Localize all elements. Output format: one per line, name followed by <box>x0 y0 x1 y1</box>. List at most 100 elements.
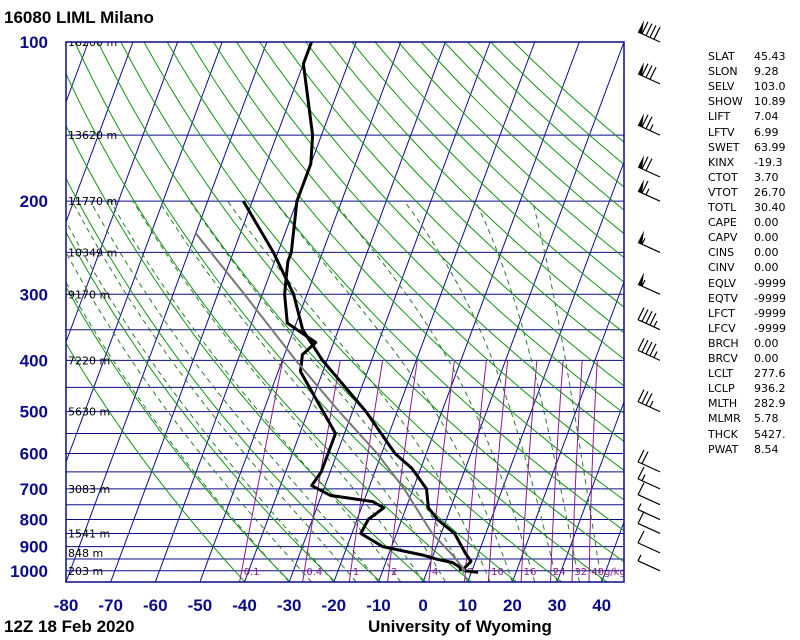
isotherm-line <box>66 42 268 582</box>
height-label: 3083 m <box>68 483 110 496</box>
wind-barb-half <box>641 279 646 287</box>
wind-barb <box>637 530 661 554</box>
index-key: VTOT <box>708 185 738 199</box>
index-row-capv: CAPV 0.00 <box>708 230 790 245</box>
mixing-ratio-label: 0.4 <box>306 567 322 578</box>
wind-barb <box>637 449 661 473</box>
mixing-ratio-label: 10 <box>491 567 504 578</box>
index-row-cinv: CINV 0.00 <box>708 260 790 275</box>
wind-barb-flag <box>638 179 644 194</box>
mixing-ratio-label: 24 <box>553 567 566 578</box>
index-value: 10.89 <box>754 95 786 109</box>
wind-barb <box>637 230 661 253</box>
index-key: EQLV <box>708 276 737 290</box>
mixing-ratio-label: 16 <box>524 567 537 578</box>
index-row-cape: CAPE 0.00 <box>708 215 790 230</box>
dry-adiabat <box>66 286 291 582</box>
isotherm-line <box>0 42 44 582</box>
index-row-lfcv: LFCV -9999 <box>708 321 790 336</box>
wind-barb-full <box>649 67 657 80</box>
pressure-tick-label: 100 <box>20 33 48 52</box>
mixing-ratio-label: 4 <box>432 567 438 578</box>
moist-adiabat <box>189 200 469 582</box>
dry-adiabat <box>66 72 472 582</box>
mixing-ratio-label: 1 <box>353 567 359 578</box>
index-value: 0.00 <box>754 352 779 365</box>
wind-barb-half <box>641 237 646 245</box>
moist-adiabat <box>404 200 558 582</box>
isotherm-line <box>422 42 624 582</box>
wind-barb-staff <box>637 522 661 535</box>
temperature-tick-label: -30 <box>277 596 302 615</box>
mixing-ratio-line <box>487 360 509 582</box>
series-line-1 <box>283 42 463 572</box>
height-label: 10349 m <box>68 246 117 259</box>
pressure-tick-label: 600 <box>20 444 48 463</box>
index-key: EQTV <box>708 291 738 305</box>
index-row-cins: CINS 0.00 <box>708 245 790 260</box>
wind-barb <box>637 511 661 535</box>
wind-barb-flag <box>638 230 644 245</box>
wind-barb-full <box>637 449 645 463</box>
index-row-totl: TOTL 30.40 <box>708 200 790 215</box>
index-value: 936.2 <box>754 382 786 396</box>
dry-adiabat <box>97 42 563 582</box>
wind-barb-full <box>641 114 649 128</box>
index-value: 63.99 <box>754 140 786 154</box>
index-value: -19.3 <box>754 155 783 169</box>
index-value: 103.0 <box>754 80 786 94</box>
isotherm-line <box>66 42 89 104</box>
wind-barb-full <box>649 25 657 38</box>
wind-barb-full <box>641 391 649 404</box>
wind-barb-full <box>641 156 649 170</box>
wind-barb <box>637 154 661 178</box>
temperature-tick-label: -20 <box>322 596 347 615</box>
dry-adiabat <box>66 342 246 582</box>
dry-adiabat <box>328 42 624 334</box>
height-label: 203 m <box>68 565 103 578</box>
data-source: University of Wyoming <box>368 617 552 636</box>
moist-adiabat <box>66 251 312 582</box>
dry-adiabat <box>120 42 608 582</box>
wind-barb-staff <box>637 542 661 554</box>
dry-adiabat <box>66 124 427 582</box>
dry-adiabat <box>351 42 624 308</box>
dry-adiabat <box>66 231 336 582</box>
index-key: SLAT <box>708 50 735 63</box>
mixing-ratio-line <box>348 360 384 582</box>
station-title: 16080 LIML Milano <box>4 8 154 27</box>
index-key: CAPV <box>708 231 738 245</box>
wind-barb <box>637 466 661 490</box>
index-row-lclt: LCLT 277.6 <box>708 366 790 381</box>
wind-barb-half <box>649 124 654 131</box>
dry-adiabat <box>305 42 624 360</box>
wind-barb-full <box>637 530 645 544</box>
isotherm-line <box>333 42 536 582</box>
wind-barb-half <box>641 474 646 481</box>
mixing-ratio-line <box>239 360 284 582</box>
wind-barb-half <box>653 351 658 358</box>
moist-adiabat <box>333 200 536 582</box>
index-row-kinx: KINX -19.3 <box>708 155 790 170</box>
wind-barb-staff <box>637 319 661 331</box>
wind-barb-flag <box>638 272 644 287</box>
wind-barb-full <box>645 65 653 78</box>
index-key: MLTH <box>708 397 738 411</box>
pressure-tick-label: 200 <box>20 192 48 211</box>
index-row-lclp: LCLP 936.2 <box>708 381 790 396</box>
wind-barb-full <box>641 63 649 76</box>
temperature-tick-label: -50 <box>188 596 213 615</box>
index-value: 0.00 <box>754 261 779 275</box>
index-value: 30.40 <box>754 201 786 214</box>
index-row-eqlv: EQLV -9999 <box>708 276 790 291</box>
isotherm-line <box>154 42 357 582</box>
index-value: 26.70 <box>754 185 786 199</box>
index-row-pwat: PWAT 8.54 <box>708 442 790 457</box>
temperature-tick-label: -60 <box>143 596 168 615</box>
index-key: SLON <box>708 65 738 79</box>
moist-adiabat <box>71 200 357 582</box>
series-line-0 <box>242 200 479 574</box>
wind-barb-staff <box>637 560 661 572</box>
moist-adiabat <box>109 200 402 582</box>
